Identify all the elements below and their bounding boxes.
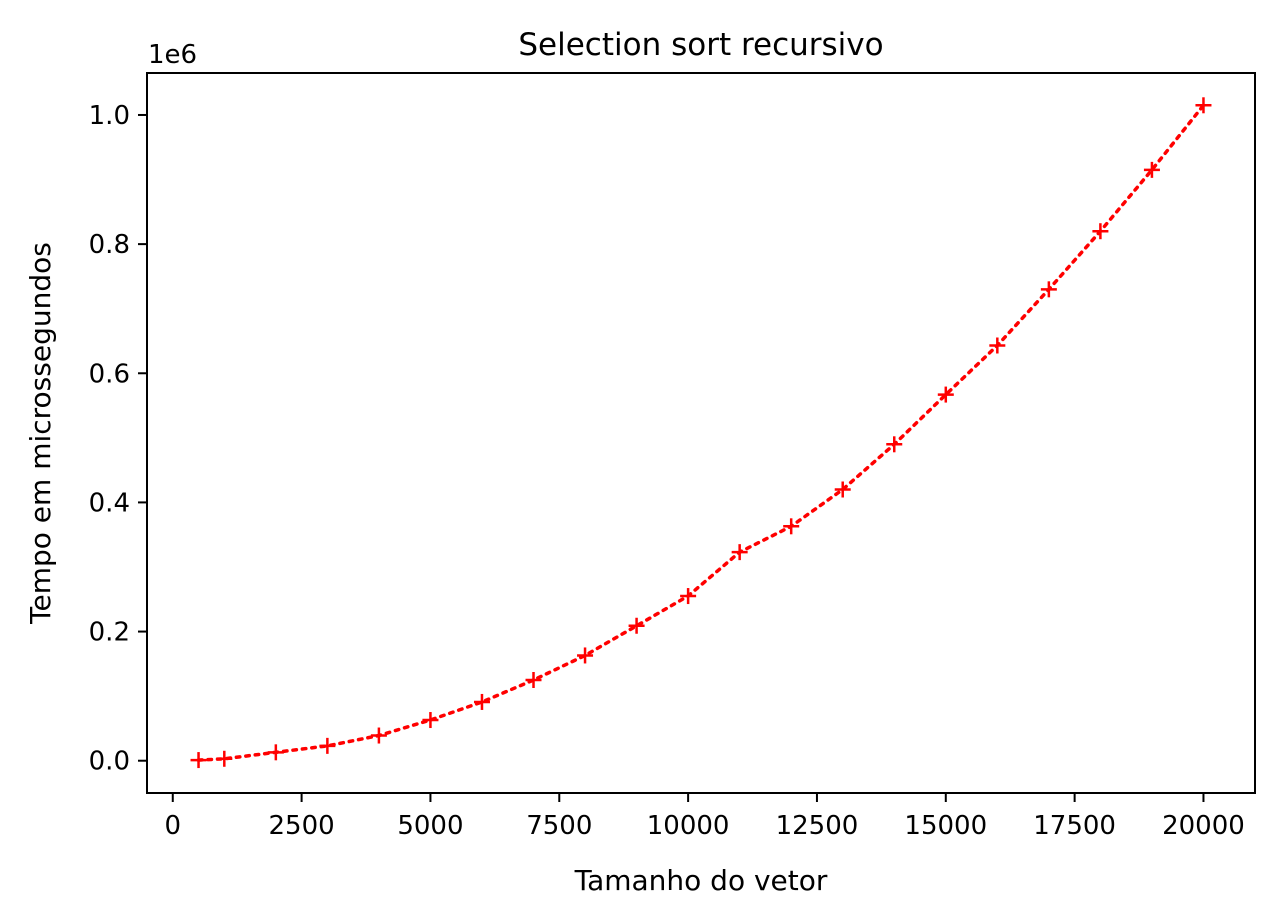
data-point [834, 481, 851, 498]
plot-frame [146, 72, 1256, 794]
x-axis: 0 2500 5000 7500 10000 12500 15000 17500 20000 [164, 793, 1245, 841]
y-tick-label: 1.0 [89, 101, 130, 131]
y-axis-label: Tempo em microssegundos [24, 242, 57, 625]
x-tick-label: 5000 [397, 811, 463, 841]
data-point [731, 544, 748, 561]
data-point [937, 386, 954, 403]
data-point [1195, 97, 1212, 114]
data-point [1092, 223, 1109, 240]
data-point [267, 744, 284, 761]
data-point [525, 671, 542, 688]
data-point [1040, 281, 1057, 298]
data-point [989, 337, 1006, 354]
data-point [628, 617, 645, 634]
x-tick-label: 7500 [526, 811, 592, 841]
x-axis-label: Tamanho do vetor [574, 864, 828, 897]
data-point [1143, 161, 1160, 178]
chart-title: Selection sort recursivo [518, 27, 883, 63]
x-tick-label: 17500 [1033, 811, 1116, 841]
plot-marks [190, 97, 1212, 769]
x-tick-label: 12500 [776, 811, 859, 841]
data-point [783, 518, 800, 535]
data-point [680, 588, 697, 605]
y-tick-label: 0.0 [89, 747, 130, 777]
y-tick-label: 0.2 [89, 618, 130, 648]
series-line [196, 103, 1206, 762]
y-tick-label: 0.6 [89, 359, 130, 389]
x-tick-label: 15000 [904, 811, 987, 841]
data-point [886, 436, 903, 453]
data-point [473, 693, 490, 710]
y-tick-label: 0.4 [89, 488, 130, 518]
y-axis: 0.0 0.2 0.4 0.6 0.8 1.0 [89, 101, 147, 777]
y-tick-label: 0.8 [89, 230, 130, 260]
data-point [422, 712, 439, 729]
x-tick-label: 2500 [269, 811, 335, 841]
data-point [319, 737, 336, 754]
y-offset-label: 1e6 [148, 40, 197, 70]
data-point [577, 647, 594, 664]
data-point [190, 752, 207, 769]
data-point [370, 727, 387, 744]
data-point [216, 750, 233, 767]
x-tick-label: 0 [164, 811, 181, 841]
x-tick-label: 10000 [647, 811, 730, 841]
x-tick-label: 20000 [1162, 811, 1245, 841]
